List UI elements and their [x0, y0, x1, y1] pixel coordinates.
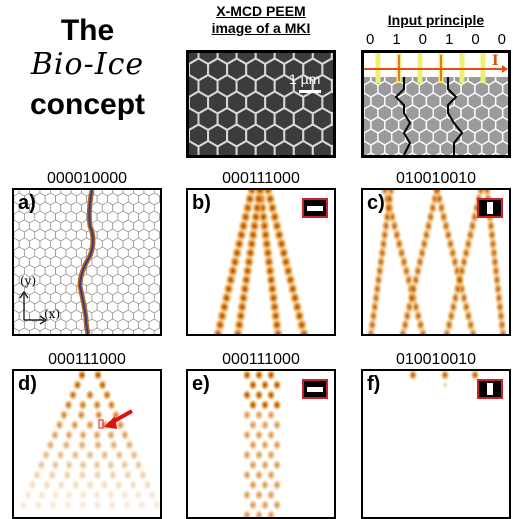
- panel-a: a) (y) (x): [12, 188, 162, 336]
- peem-image: 1 µm: [186, 50, 336, 158]
- panel-f-letter: f): [367, 373, 381, 395]
- peem-hexagon-image: [189, 53, 333, 155]
- heatmap-image: [366, 190, 508, 334]
- input-bit: 0: [497, 31, 506, 48]
- scale-bar-label: 1 µm: [289, 71, 321, 87]
- input-bit: 0: [366, 31, 375, 48]
- heatmap-image: [212, 190, 310, 334]
- panel-d: d): [12, 369, 162, 519]
- axis-x-arrowhead: [39, 315, 48, 325]
- panel-b-letter: b): [192, 192, 211, 214]
- scale-bar: [299, 90, 321, 93]
- panel-d-letter: d): [18, 373, 37, 395]
- input-bit: 0: [418, 31, 427, 48]
- peem-label: X-MCD PEEM image of a MKI: [186, 3, 336, 37]
- probability-blobs: [212, 190, 310, 334]
- probability-blobs: [18, 371, 160, 511]
- panel-c-letter: c): [367, 192, 385, 214]
- panel-b: b): [186, 188, 336, 336]
- panel-f-code: 010010010: [395, 351, 477, 368]
- input-bit: 0: [471, 31, 480, 48]
- input-bits: 0 1 0 1 0 0: [366, 31, 506, 48]
- red-arrowhead: [104, 416, 117, 429]
- probability-blobs: [408, 371, 480, 389]
- panel-b-code: 000111000: [222, 170, 300, 187]
- title-bio-ice: Bio-Ice: [30, 47, 145, 82]
- lattice-path-image: [14, 190, 160, 334]
- title-concept: concept: [29, 88, 146, 121]
- panel-c: c): [361, 188, 511, 336]
- horizontal-field-badge: [302, 379, 328, 399]
- heatmap-image: [408, 371, 480, 389]
- highlight-box: [98, 419, 104, 429]
- probability-blobs: [366, 190, 508, 334]
- hexagon-lattice: [189, 53, 333, 155]
- heatmap-image: [18, 371, 160, 511]
- peem-label-line2: image of a MKI: [211, 20, 311, 36]
- axis-y-arrowhead: [19, 290, 29, 299]
- panel-a-code: 000010000: [46, 170, 128, 187]
- switching-path-core: [78, 190, 94, 334]
- horizontal-field-badge: [302, 198, 328, 218]
- panel-d-code: 000111000: [48, 351, 126, 368]
- heatmap-image: [242, 371, 282, 517]
- peem-label-line1: X-MCD PEEM: [216, 3, 306, 19]
- panel-e: e): [186, 369, 336, 519]
- current-symbol: I: [492, 53, 499, 69]
- title-the: The: [60, 14, 115, 47]
- probability-blobs: [242, 371, 282, 517]
- input-bit: 1: [392, 31, 401, 48]
- input-bit: 1: [444, 31, 454, 48]
- panel-e-code: 000111000: [222, 351, 300, 368]
- domain-wall-path: [447, 77, 464, 155]
- domain-wall-path: [394, 77, 412, 155]
- panel-f: f): [361, 369, 511, 519]
- input-top-band: [364, 53, 508, 77]
- input-principle-label: Input principle: [387, 12, 485, 28]
- panel-a-letter: a): [18, 192, 36, 214]
- input-principle-diagram: I: [361, 50, 511, 158]
- axis-y-label: (y): [20, 274, 37, 288]
- current-arrowhead: [502, 65, 508, 73]
- axis-x-label: (x): [44, 307, 61, 321]
- panel-e-letter: e): [192, 373, 210, 395]
- vertical-field-badge: [477, 198, 503, 218]
- vertical-field-badge: [477, 379, 503, 399]
- input-lattice-drawing: [364, 53, 508, 155]
- panel-c-code: 010010010: [395, 170, 477, 187]
